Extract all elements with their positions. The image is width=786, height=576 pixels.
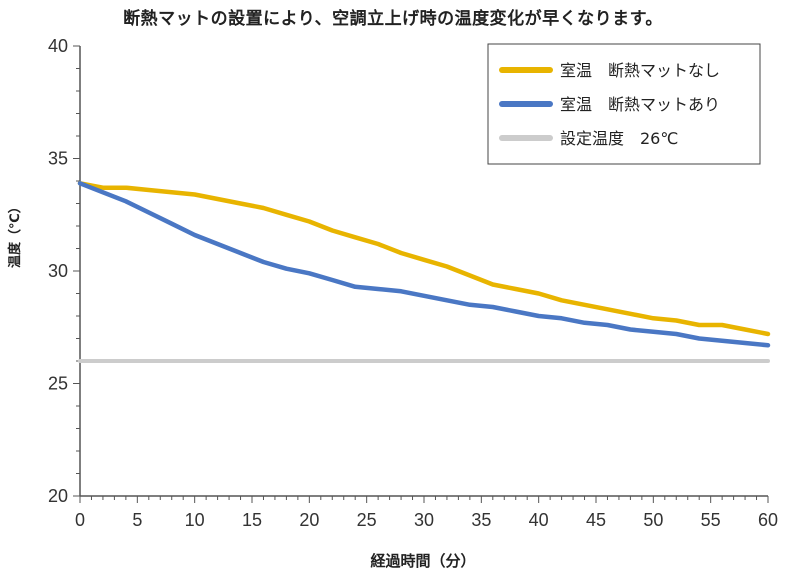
- series-line-0: [77, 181, 771, 337]
- x-axis-label: 経過時間（分）: [370, 552, 476, 570]
- y-tick-label: 30: [48, 261, 68, 281]
- x-tick-label: 35: [471, 510, 491, 530]
- legend-label-1: 室温 断熱マットあり: [560, 95, 720, 114]
- x-tick-label: 25: [357, 510, 377, 530]
- y-tick-label: 35: [48, 149, 68, 169]
- x-tick-label: 45: [586, 510, 606, 530]
- y-tick-label: 40: [48, 36, 68, 56]
- y-tick-label: 20: [48, 486, 68, 506]
- y-tick-label: 25: [48, 374, 68, 394]
- x-tick-label: 20: [299, 510, 319, 530]
- legend-label-2: 設定温度 26℃: [560, 129, 678, 148]
- x-tick-label: 60: [758, 510, 778, 530]
- chart-title: 断熱マットの設置により、空調立上げ時の温度変化が早くなります。: [123, 9, 663, 29]
- x-tick-label: 55: [701, 510, 721, 530]
- x-tick-label: 0: [75, 510, 85, 530]
- x-tick-label: 30: [414, 510, 434, 530]
- x-tick-label: 50: [643, 510, 663, 530]
- x-tick-label: 5: [132, 510, 142, 530]
- x-tick-label: 15: [242, 510, 262, 530]
- x-tick-label: 10: [185, 510, 205, 530]
- series-line-1: [77, 181, 771, 348]
- legend-label-0: 室温 断熱マットなし: [560, 61, 720, 80]
- x-tick-label: 40: [529, 510, 549, 530]
